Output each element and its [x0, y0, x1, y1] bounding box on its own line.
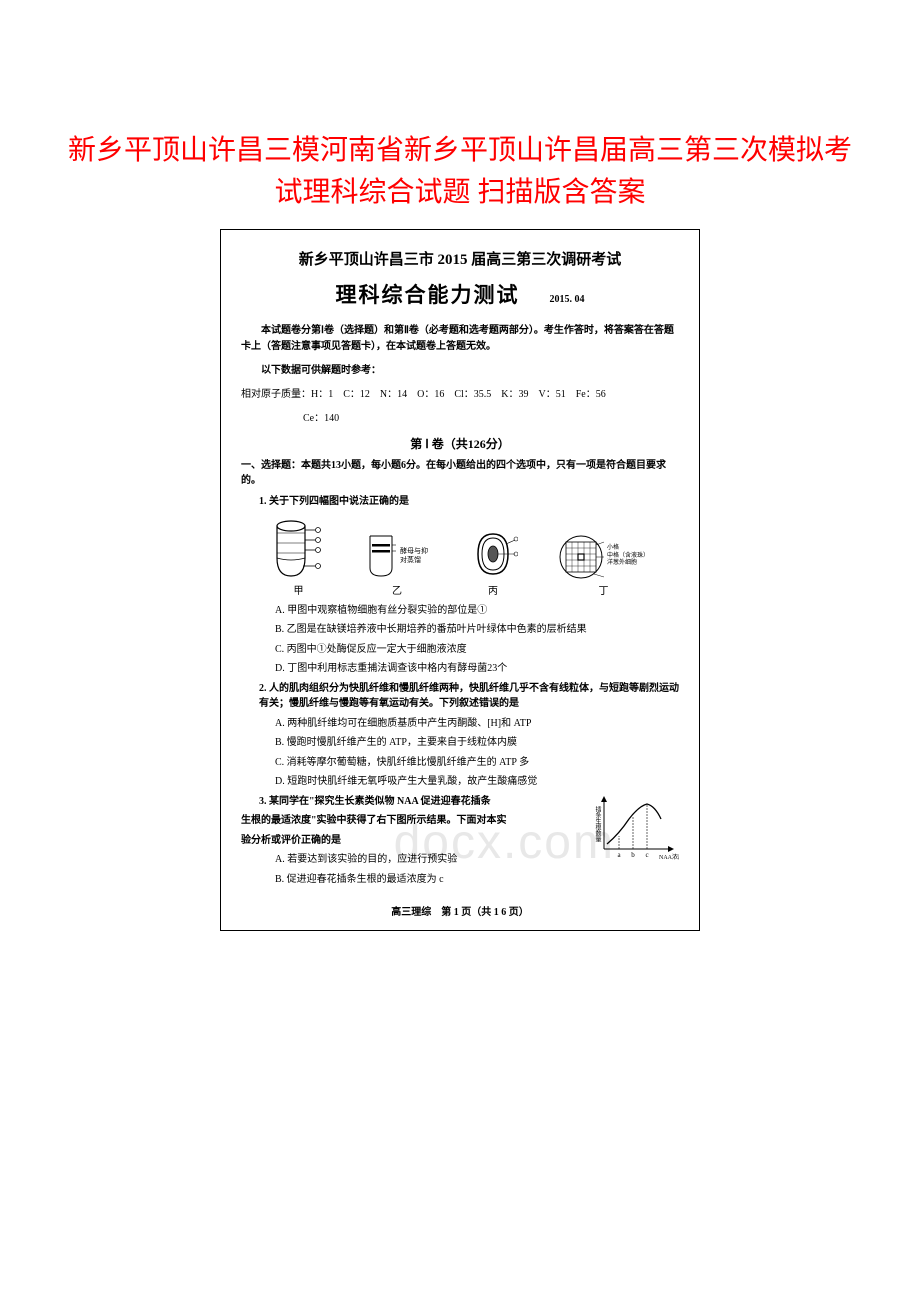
q2-optC: C. 消耗等摩尔葡萄糖，快肌纤维比慢肌纤维产生的 ATP 多	[241, 755, 679, 771]
q1-ding-sublabel1: 小格	[607, 545, 649, 553]
q3-stem1: 3. 某同学在"探究生长素类似物 NAA 促进迎春花插条	[241, 794, 583, 810]
q1-label-ding: 丁	[598, 582, 608, 597]
svg-text:插条生根数量: 插条生根数量	[594, 805, 601, 843]
q1-label-jia: 甲	[293, 582, 303, 597]
q1-ding-sublabel3: 洋葱外细胞	[607, 560, 649, 568]
exam-instructions: 本试题卷分第Ⅰ卷（选择题）和第Ⅱ卷（必考题和选考题两部分）。考生作答时，将答案答…	[241, 323, 679, 355]
q1-optB: B. 乙图是在缺镁培养液中长期培养的番茄叶片叶绿体中色素的层析结果	[241, 622, 679, 638]
q1-figure-jia: 甲	[271, 518, 326, 597]
question-section-intro: 一、选择题：本题共13小题，每小题6分。在每小题给出的四个选项中，只有一项是符合…	[241, 458, 679, 488]
svg-text:c: c	[645, 851, 648, 859]
svg-text:NAA浓度: NAA浓度	[659, 853, 679, 861]
q1-figure-bing: 丙	[468, 528, 518, 597]
q2-optA: A. 两种肌纤维均可在细胞质基质中产生丙酮酸、[H]和 ATP	[241, 716, 679, 732]
atomic-intro: 以下数据可供解题时参考：	[241, 363, 679, 379]
svg-text:a: a	[617, 851, 621, 859]
q2-optD: D. 短跑时快肌纤维无氧呼吸产生大量乳酸，故产生酸痛感觉	[241, 774, 679, 790]
exam-header-line2: 理科综合能力测试	[336, 279, 520, 309]
q3-optB: B. 促进迎春花插条生根的最适浓度为 c	[241, 872, 583, 888]
q1-figure-yi: 酵母与抑 对蒸馏 乙	[366, 532, 428, 597]
atomic-mass-line2: Ce：140	[241, 411, 679, 427]
section-1-title: 第 Ⅰ 卷（共126分）	[241, 435, 679, 452]
q1-yi-sublabel1: 酵母与抑	[400, 547, 428, 555]
q3-graph: a b c 插条生根数量 NAA浓度	[589, 794, 679, 869]
exam-date: 2015. 04	[550, 294, 585, 305]
q1-label-yi: 乙	[392, 582, 402, 597]
page-title: 新乡平顶山许昌三模河南省新乡平顶山许昌届高三第三次模拟考试理科综合试题 扫描版含…	[0, 130, 920, 214]
q1-figure-ding: 小格 中格（含液珠） 洋葱外细胞 丁	[558, 534, 649, 597]
q1-optC: C. 丙图中①处酶促反应一定大于细胞液浓度	[241, 642, 679, 658]
q1-optD: D. 丁图中利用标志重捕法调查该中格内有酵母菌23个	[241, 661, 679, 677]
q1-optA: A. 甲图中观察植物细胞有丝分裂实验的部位是①	[241, 603, 679, 619]
q1-yi-sublabel2: 对蒸馏	[400, 556, 428, 564]
q1-label-bing: 丙	[488, 582, 498, 597]
q1-stem: 1. 关于下列四幅图中说法正确的是	[241, 494, 679, 510]
exam-header-line1: 新乡平顶山许昌三市 2015 届高三第三次调研考试	[241, 248, 679, 269]
q2-stem: 2. 人的肌肉组织分为快肌纤维和慢肌纤维两种，快肌纤维几乎不含有线粒体，与短跑等…	[241, 681, 679, 712]
q1-figures: 甲 酵母与抑 对蒸馏 乙	[241, 518, 679, 597]
q3-stem3: 验分析或评价正确的是	[241, 833, 583, 849]
q3-optA: A. 若要达到该实验的目的，应进行预实验	[241, 852, 583, 868]
page-footer: 高三理综 第 1 页（共 1 6 页）	[241, 903, 679, 918]
exam-paper: docx.com 新乡平顶山许昌三市 2015 届高三第三次调研考试 理科综合能…	[220, 229, 700, 931]
q2-optB: B. 慢跑时慢肌纤维产生的 ATP，主要来自于线粒体内膜	[241, 735, 679, 751]
atomic-mass-line1: 相对原子质量：H：1 C：12 N：14 O：16 Cl：35.5 K：39 V…	[241, 387, 679, 403]
svg-text:b: b	[631, 851, 635, 859]
q3-stem2: 生根的最适浓度"实验中获得了右下图所示结果。下面对本实	[241, 813, 583, 829]
